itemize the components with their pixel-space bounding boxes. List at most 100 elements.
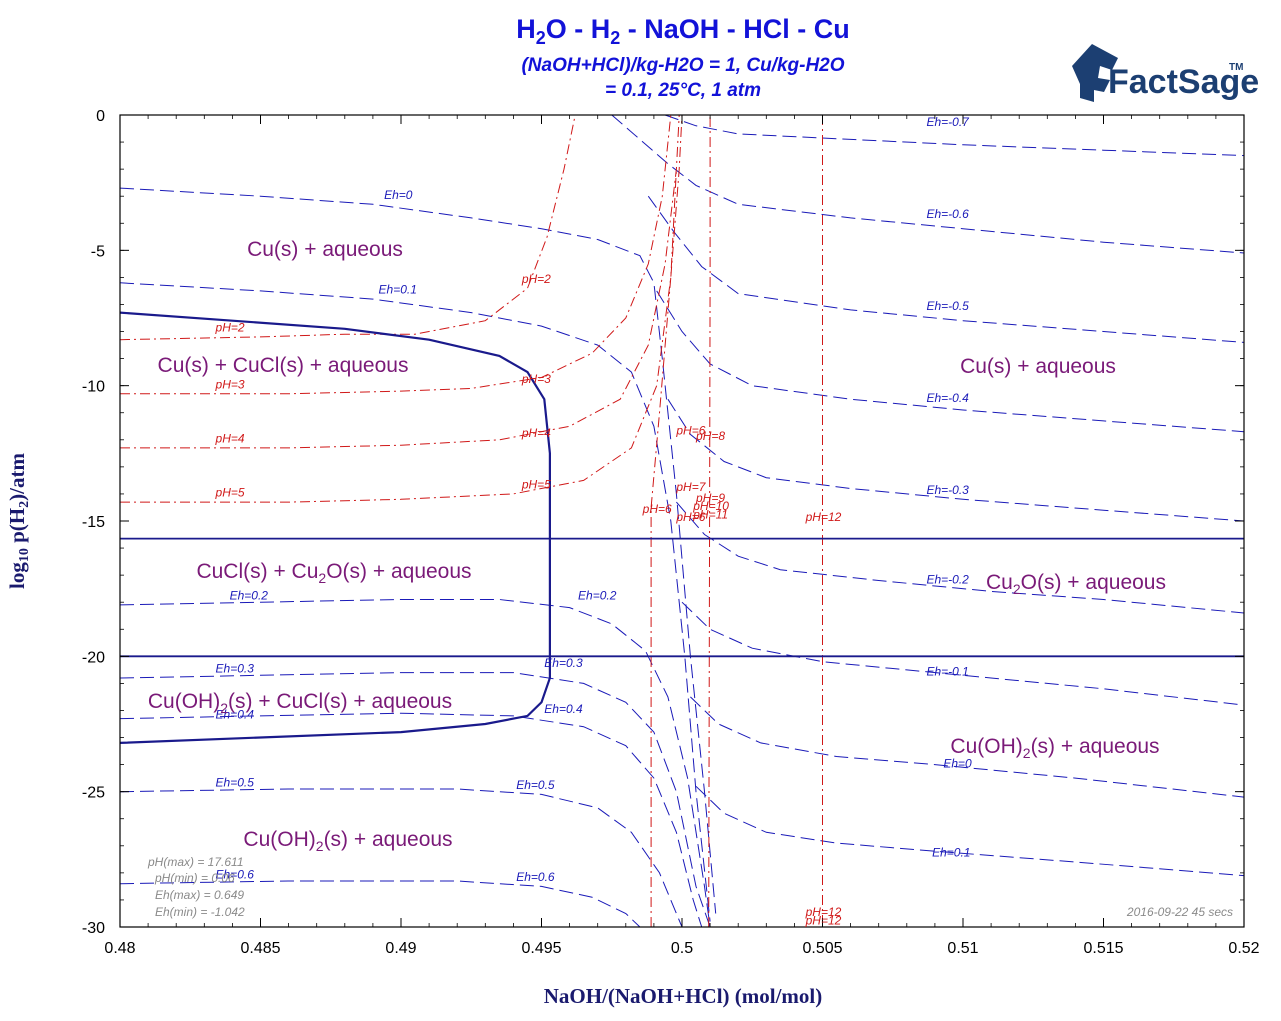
eh-isoline	[120, 599, 711, 927]
eh-label: Eh=0.2	[578, 588, 617, 602]
eh-isoline	[664, 115, 1244, 157]
ph-label: pH=12	[805, 510, 842, 524]
eh-label: Eh=0.5	[516, 778, 555, 792]
eh-label: Eh=0.6	[516, 870, 555, 884]
stat-eh-max: Eh(max) = 0.649	[155, 888, 244, 902]
x-tick-label: 0.48	[104, 940, 135, 957]
ph-label: pH=9	[695, 491, 725, 505]
eh-label: Eh=0.5	[216, 775, 255, 789]
eh-isoline	[667, 398, 1244, 522]
ph-label: pH=12	[805, 913, 842, 927]
ph-label: pH=5	[521, 478, 551, 492]
x-tick-label: 0.495	[521, 940, 561, 957]
eh-isoline	[120, 788, 683, 927]
factsage-logo-tm: TM	[1229, 62, 1243, 73]
ph-label: pH=5	[215, 486, 245, 500]
y-tick-label: -5	[91, 243, 105, 260]
region-label: Cu(s) + aqueous	[247, 238, 403, 261]
eh-label: Eh=-0.7	[926, 115, 970, 129]
ph-isoline	[120, 115, 576, 341]
eh-label: Eh=0.6	[216, 867, 255, 881]
region-label: Cu(OH)2(s) + aqueous	[950, 735, 1159, 761]
region-label: Cu(OH)2(s) + aqueous	[243, 828, 452, 854]
stat-ph-max: pH(max) = 17.611	[147, 855, 244, 869]
region-label: Cu(s) + aqueous	[960, 355, 1116, 378]
eh-isoline	[120, 187, 717, 914]
ph-isoline	[120, 115, 680, 449]
chart-subtitle-line1: (NaOH+HCl)/kg-H2O = 1, Cu/kg-H2O	[521, 55, 844, 76]
eh-isoline	[656, 290, 1244, 433]
y-tick-label: -20	[82, 649, 105, 666]
eh-isoline	[681, 601, 1244, 706]
eh-label: Eh=0	[384, 188, 413, 202]
eh-label: Eh=0.3	[544, 656, 583, 670]
eh-label: Eh=0.2	[230, 588, 269, 602]
eh-isoline	[676, 501, 1244, 614]
ph-isoline	[650, 169, 677, 927]
stat-eh-min: Eh(min) = -1.042	[155, 905, 245, 919]
ph-isoline	[120, 115, 672, 395]
eh-isoline	[120, 282, 711, 922]
factsage-logo: FactSage TM	[1072, 44, 1259, 102]
chart-subtitle-line2: = 0.1, 25°C, 1 atm	[605, 80, 761, 101]
eh-isoline	[647, 195, 1244, 343]
ph-label: pH=7	[675, 480, 706, 494]
ph-label: pH=8	[695, 429, 725, 443]
eh-label: Eh=0.4	[544, 702, 583, 716]
ph-label: pH=3	[521, 372, 551, 386]
eh-isoline	[690, 696, 1244, 798]
ph-label: pH=6	[675, 423, 705, 437]
ph-label: pH=2	[521, 272, 551, 286]
factsage-logo-text: FactSage	[1108, 63, 1259, 101]
eh-label: Eh=-0.6	[926, 207, 969, 221]
ph-label: pH=4	[521, 426, 551, 440]
ph-label: pH=3	[215, 377, 245, 391]
region-label: Cu(s) + CuCl(s) + aqueous	[158, 354, 409, 377]
x-axis-label: NaOH/(NaOH+HCl) (mol/mol)	[544, 984, 823, 1008]
ph-label: pH=12	[805, 905, 842, 919]
eh-label: Eh=0.1	[379, 283, 417, 297]
eh-isoline	[120, 712, 703, 927]
eh-label: Eh=-0.5	[926, 299, 969, 313]
eh-label: Eh=0	[943, 756, 972, 770]
region-label: Cu2O(s) + aqueous	[986, 571, 1166, 597]
y-axis-label: log10 p(H2)/atm	[5, 453, 32, 589]
x-tick-label: 0.49	[385, 940, 416, 957]
ph-isoline	[708, 115, 711, 927]
ph-label: pH=6	[675, 510, 705, 524]
ph-label: pH=10	[692, 499, 729, 513]
ph-label: pH=6	[642, 502, 672, 516]
eh-label: Eh=-0.1	[926, 664, 968, 678]
x-tick-label: 0.51	[947, 940, 978, 957]
eh-label: Eh=0.1	[932, 846, 970, 860]
stat-ph-min: pH(min) = 0.06	[154, 871, 235, 885]
x-tick-label: 0.5	[671, 940, 693, 957]
date-stamp: 2016-09-22 45 secs	[1126, 905, 1233, 919]
y-tick-label: -15	[82, 514, 105, 531]
eh-label: Eh=-0.3	[926, 483, 969, 497]
ph-label: pH=11	[692, 507, 728, 521]
region-labels: Cu(s) + aqueous Cu(s) + CuCl(s) + aqueou…	[148, 238, 1166, 854]
eh-label: Eh=-0.2	[926, 572, 969, 586]
eh-label: Eh=0.4	[216, 708, 255, 722]
stats-block: pH(max) = 17.611 pH(min) = 0.06 Eh(max) …	[147, 855, 245, 919]
chart-title: H2O - H2 - NaOH - HCl - Cu	[516, 14, 850, 48]
eh-isoline	[120, 672, 711, 927]
x-tick-label: 0.515	[1083, 940, 1123, 957]
eh-isoline	[695, 785, 1244, 877]
eh-isoline	[611, 115, 1244, 254]
region-label: CuCl(s) + Cu2O(s) + aqueous	[196, 560, 471, 586]
x-tick-label: 0.485	[240, 940, 280, 957]
x-tick-label: 0.505	[802, 940, 842, 957]
phase-boundary	[120, 311, 552, 744]
eh-isoline	[120, 880, 641, 927]
x-tick-label: 0.52	[1228, 940, 1259, 957]
eh-label: Eh=0.3	[216, 662, 255, 676]
region-label: Cu(OH)2(s) + CuCl(s) + aqueous	[148, 690, 452, 716]
y-tick-label: -25	[82, 785, 105, 802]
eh-label: Eh=-0.4	[926, 391, 969, 405]
ph-label: pH=4	[215, 432, 245, 446]
y-tick-label: 0	[96, 108, 105, 125]
ph-label: pH=2	[215, 321, 245, 335]
